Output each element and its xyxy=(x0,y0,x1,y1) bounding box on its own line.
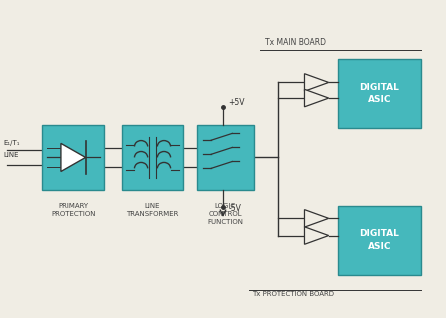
Polygon shape xyxy=(305,210,329,227)
Bar xyxy=(197,125,254,190)
Text: Tx MAIN BOARD: Tx MAIN BOARD xyxy=(265,38,326,47)
Text: E₁/T₁: E₁/T₁ xyxy=(4,140,20,146)
Text: LOGIC
CONTROL
FUNCTION: LOGIC CONTROL FUNCTION xyxy=(207,203,243,225)
Bar xyxy=(338,59,421,128)
Text: Tx PROTECTION BOARD: Tx PROTECTION BOARD xyxy=(252,292,334,297)
Polygon shape xyxy=(305,74,329,91)
Text: LINE: LINE xyxy=(4,152,19,158)
Bar xyxy=(42,125,104,190)
Text: PRIMARY
PROTECTION: PRIMARY PROTECTION xyxy=(51,203,95,217)
Text: DIGITAL
ASIC: DIGITAL ASIC xyxy=(359,230,399,251)
Bar xyxy=(122,125,183,190)
Polygon shape xyxy=(305,227,329,244)
Text: LINE
TRANSFORMER: LINE TRANSFORMER xyxy=(126,203,179,217)
Polygon shape xyxy=(61,143,86,171)
Bar xyxy=(338,206,421,275)
Text: -5V: -5V xyxy=(228,204,241,212)
Text: +5V: +5V xyxy=(228,98,245,107)
Polygon shape xyxy=(305,89,329,107)
Text: DIGITAL
ASIC: DIGITAL ASIC xyxy=(359,83,399,104)
